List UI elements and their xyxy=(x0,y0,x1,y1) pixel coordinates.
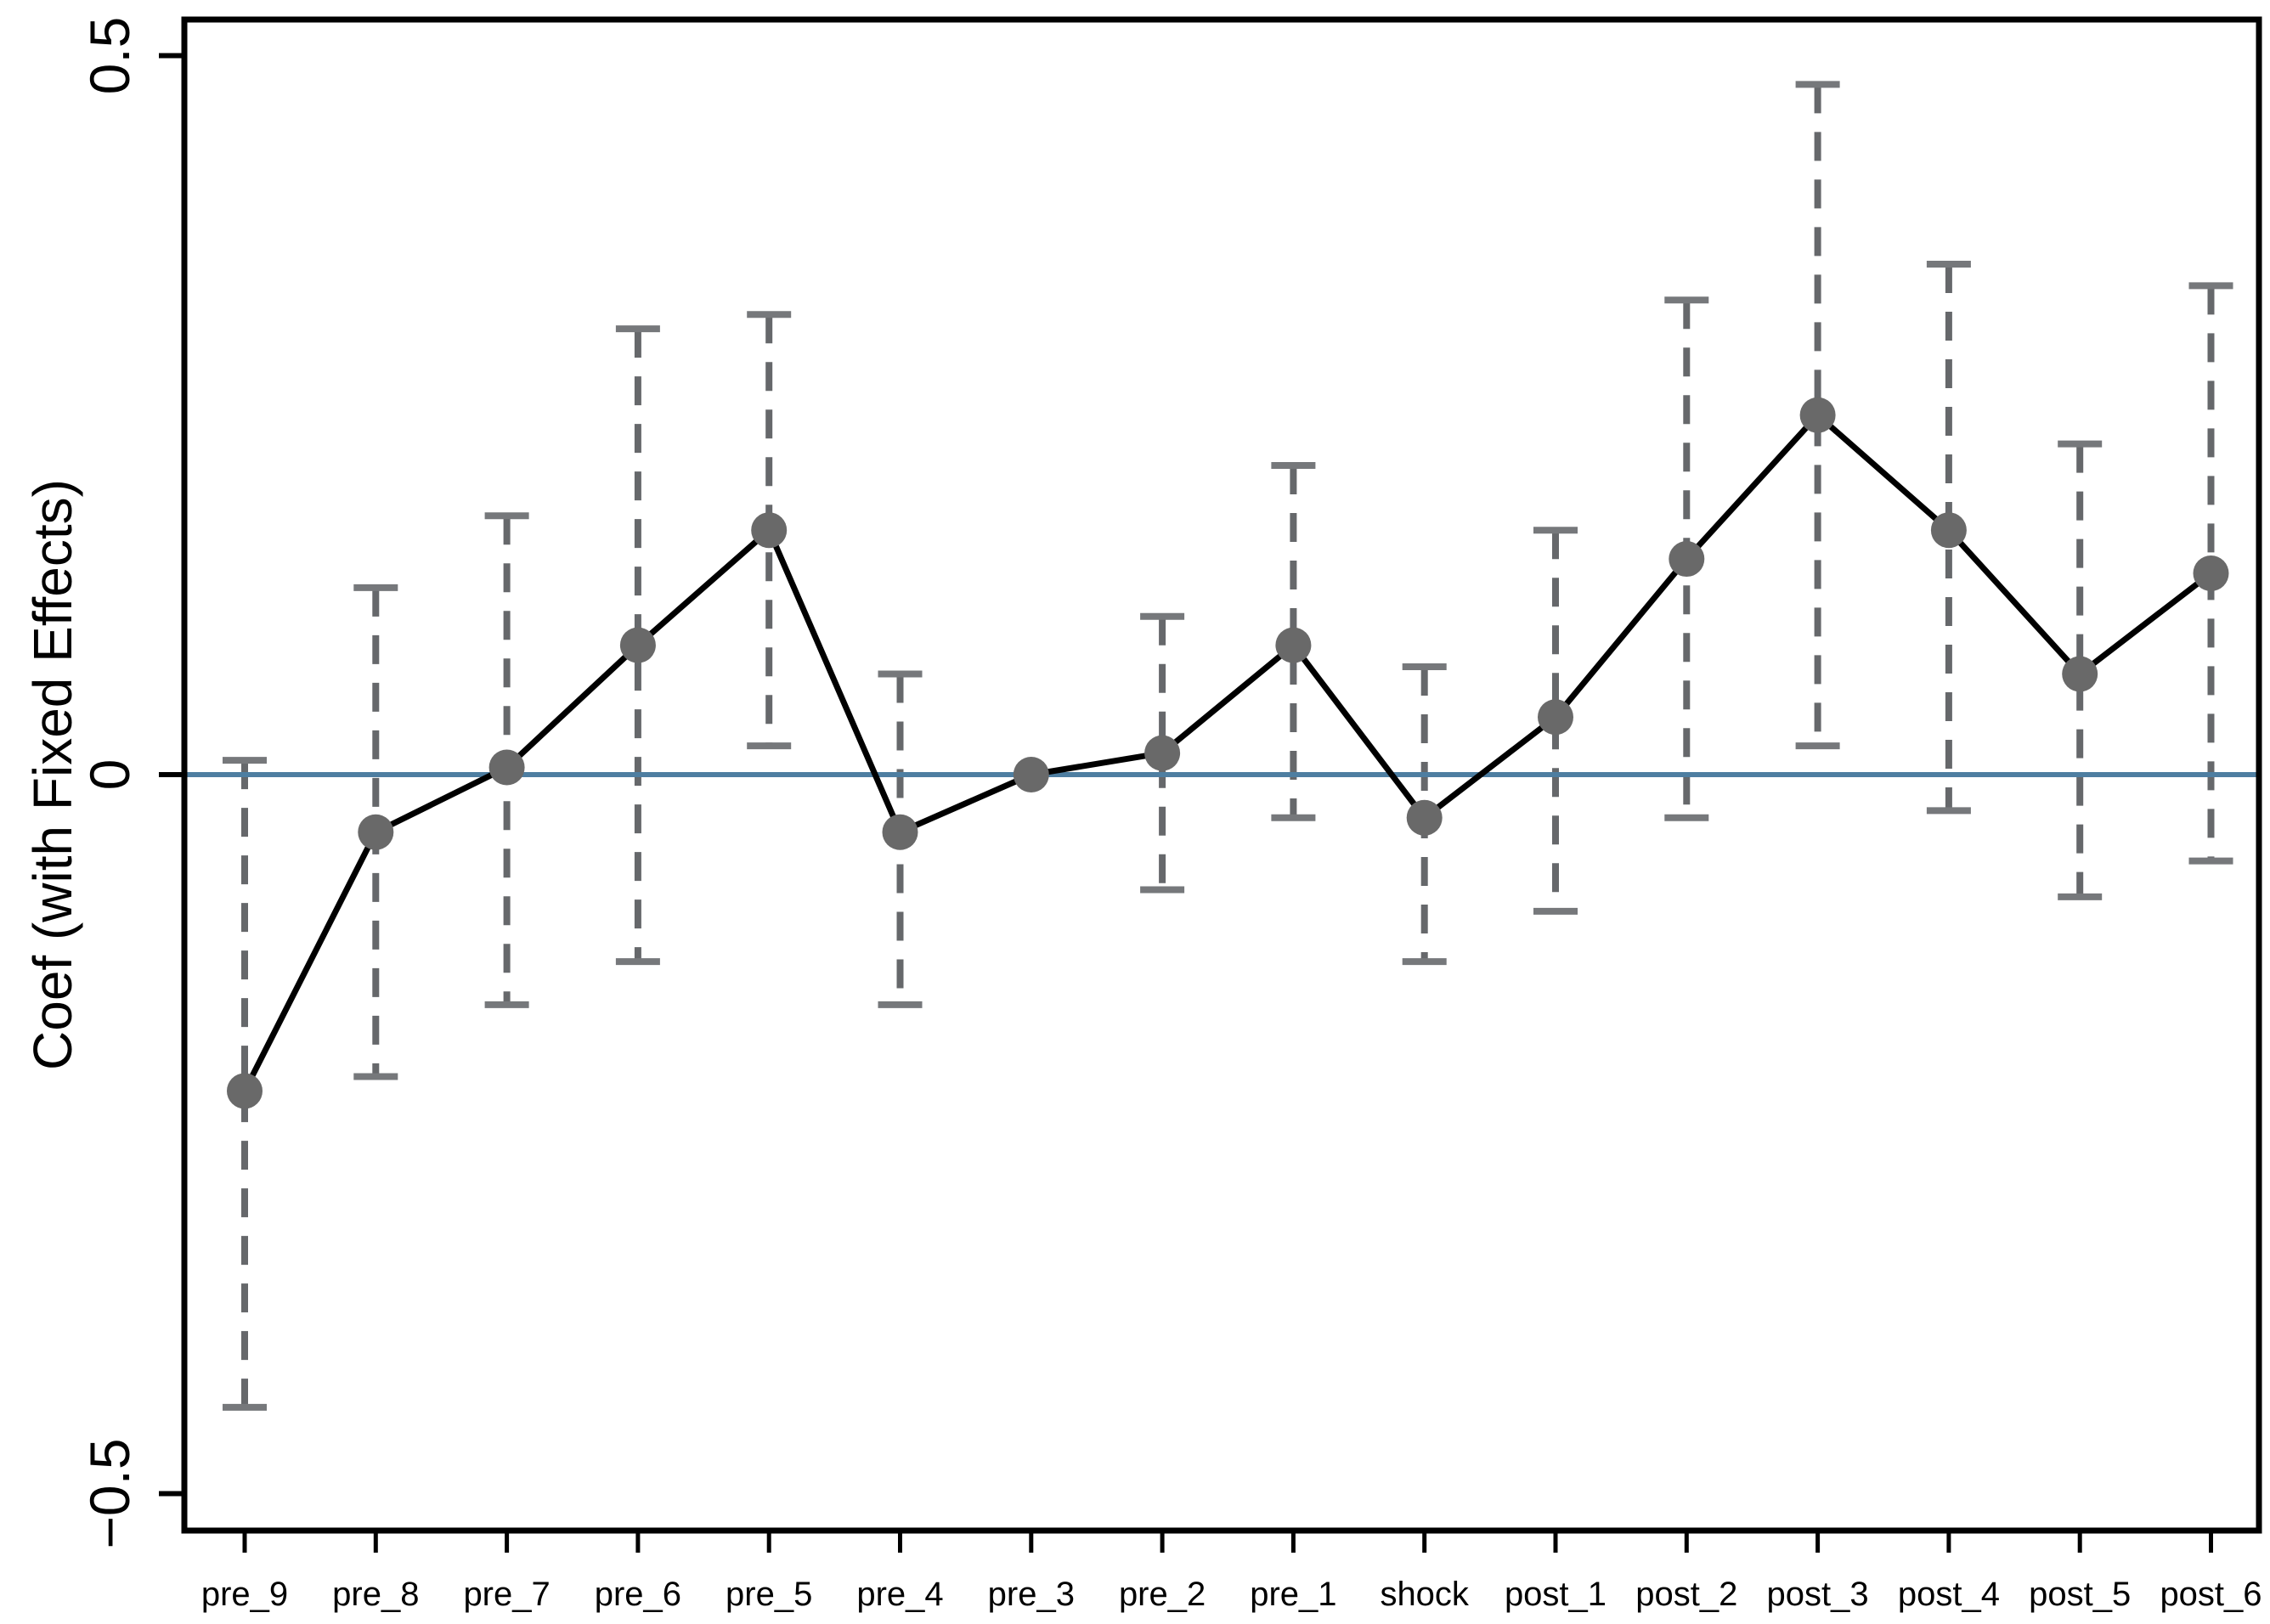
data-point-post_4 xyxy=(1930,512,1967,549)
x-tick-label-pre_3: pre_3 xyxy=(988,1576,1075,1613)
y-tick-label: −0.5 xyxy=(78,1438,141,1548)
trend-line xyxy=(241,412,2214,1094)
data-point-pre_1 xyxy=(1275,627,1312,663)
x-axis: pre_9 pre_8 pre_7 pre_6 pre_5 pre_4 pre_3 pre_2… xyxy=(201,1531,2262,1613)
data-point-pre_6 xyxy=(619,627,656,663)
data-point-post_2 xyxy=(1669,541,1705,578)
y-tick-label: 0 xyxy=(78,759,141,791)
x-tick-label-pre_8: pre_8 xyxy=(332,1576,419,1613)
x-tick-label-post_3: post_3 xyxy=(1767,1576,1869,1613)
data-point-pre_2 xyxy=(1144,735,1181,771)
x-tick-label-pre_9: pre_9 xyxy=(201,1576,288,1613)
x-tick-label-pre_4: pre_4 xyxy=(856,1576,943,1613)
x-tick-label-post_6: post_6 xyxy=(2160,1576,2262,1613)
x-tick-label-pre_1: pre_1 xyxy=(1250,1576,1336,1613)
data-point-pre_4 xyxy=(882,814,918,850)
data-point-shock xyxy=(1406,799,1443,836)
data-point-pre_5 xyxy=(751,512,788,549)
error-bars xyxy=(223,81,2233,1411)
data-point-post_5 xyxy=(2062,656,2098,692)
x-tick-label-post_4: post_4 xyxy=(1898,1576,2000,1613)
x-tick-label-pre_2: pre_2 xyxy=(1119,1576,1206,1613)
data-point-pre_3 xyxy=(1013,757,1049,792)
data-point-pre_8 xyxy=(358,814,394,850)
y-axis: 0.5 0 −0.5 xyxy=(78,17,184,1549)
x-tick-label-post_2: post_2 xyxy=(1635,1576,1737,1613)
y-tick-label: 0.5 xyxy=(78,17,141,95)
x-tick-label-post_5: post_5 xyxy=(2029,1576,2131,1613)
x-tick-label-pre_6: pre_6 xyxy=(595,1576,681,1613)
x-tick-label-post_1: post_1 xyxy=(1505,1576,1607,1613)
data-point-post_6 xyxy=(2193,555,2229,591)
x-tick-label-pre_7: pre_7 xyxy=(463,1576,550,1613)
x-tick-label-shock: shock xyxy=(1380,1576,1469,1613)
y-axis-title: Coef (with Fixed Effects) xyxy=(22,479,83,1070)
data-point-post_1 xyxy=(1538,699,1573,736)
x-tick-label-pre_5: pre_5 xyxy=(726,1576,812,1613)
data-point-pre_9 xyxy=(227,1073,263,1109)
data-point-post_3 xyxy=(1799,397,1836,433)
data-point-pre_7 xyxy=(488,749,525,786)
data-points xyxy=(227,397,2229,1109)
